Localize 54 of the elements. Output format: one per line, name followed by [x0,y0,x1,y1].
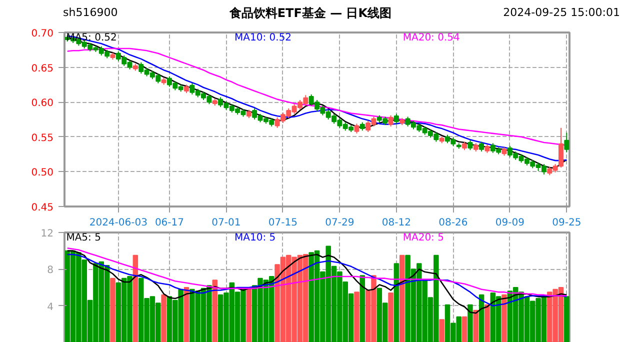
bar [161,294,166,342]
bar [564,296,570,342]
y-tick-label: 12 [40,228,54,240]
bar [502,294,507,342]
bar [212,280,218,342]
y-tick-label: 8 [47,265,54,276]
series-label: MA5: 0.52 [66,32,117,44]
candlestick [468,140,473,151]
bar [484,304,490,342]
bar [462,316,468,342]
bar [468,304,473,342]
y-tick-label: 0.65 [31,63,54,74]
bar [110,278,116,342]
line-series [66,247,568,296]
candlestick [354,123,360,134]
text: MA10: 5 [234,232,276,244]
line-series [66,254,568,306]
y-tick-label: 0.50 [31,168,54,179]
bar [439,319,444,342]
x-tick-label: 06-17 [154,218,184,228]
chart-title: 食品饮料ETF基金 — 日K线图 [229,5,392,22]
x-tick-label: 08-26 [438,218,468,228]
bar [184,287,190,342]
text: MA10: 0.52 [234,32,292,44]
x-tick-label: 07-15 [268,218,298,228]
candlestick [564,132,570,153]
bar [388,292,394,342]
text: 2024-09-25 15:00:01 [503,5,620,21]
bar [132,254,138,342]
bar [473,310,479,342]
x-tick-label: 09-25 [552,218,582,228]
y-tick-label: 0.60 [31,98,54,110]
y-tick-label: 0.55 [31,132,54,144]
x-tick-label: 07-01 [212,218,241,228]
candlestick [394,113,399,124]
bar [354,292,360,342]
text: MA20: 0.54 [402,32,460,44]
y-tick-label: 4 [47,302,54,313]
candlestick [388,114,394,127]
x-tick-label: 09-09 [495,218,524,228]
x-tick-label: 07-29 [325,218,354,228]
y-tick-label: 0.45 [31,202,54,214]
bar [246,288,252,342]
bar [399,254,405,342]
text: MA20: 5 [402,232,444,244]
series-label: MA5: 5 [66,232,101,244]
y-tick-label: 0.70 [31,28,54,40]
x-tick-label: 08-12 [382,218,411,228]
text: sh516900 [63,5,118,21]
bar [394,263,400,342]
line-series [66,250,568,314]
candlestick [479,141,484,152]
x-tick-label: 2024-06-03 [89,218,148,228]
bar [360,275,366,342]
